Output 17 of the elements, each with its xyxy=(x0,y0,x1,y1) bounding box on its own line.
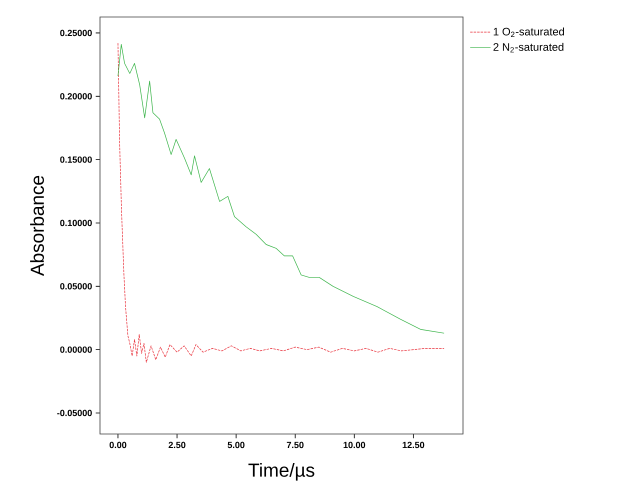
y-tick-label: 0.00000 xyxy=(60,346,92,353)
y-tick-label: 0.15000 xyxy=(60,156,92,163)
y-tick-label: 0.25000 xyxy=(60,30,92,36)
y-tick-label: 0.20000 xyxy=(60,93,92,100)
x-tick-label: 10.00 xyxy=(344,442,366,448)
y-tick-label: 0.05000 xyxy=(60,283,92,290)
x-axis-title: Time/µs xyxy=(248,462,314,481)
x-tick-label: 0.00 xyxy=(110,442,126,448)
y-tick-label: 0.10000 xyxy=(60,220,92,226)
legend-label: 1 O$_{2}$-saturated xyxy=(494,27,564,38)
x-tick-label: 12.50 xyxy=(402,442,424,448)
x-tick-label: 5.00 xyxy=(228,442,244,448)
y-tick-label: -0.05000 xyxy=(57,410,92,416)
y-axis-title: Absorbance xyxy=(30,176,44,276)
legend-label: 2 N$_{2}$-saturated xyxy=(493,42,564,52)
x-tick-label: 2.50 xyxy=(168,442,186,448)
x-tick-label: 7.50 xyxy=(286,442,304,448)
